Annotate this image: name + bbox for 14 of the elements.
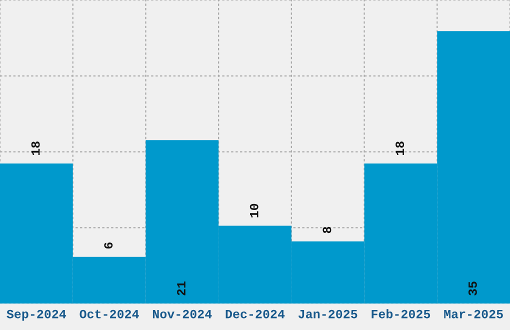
x-tick-label: Oct-2024 (80, 310, 139, 318)
data-label: 21 (177, 282, 186, 296)
x-tick-label: Nov-2024 (152, 310, 212, 318)
data-label: 6 (104, 242, 113, 249)
x-tick-label: Jan-2025 (298, 310, 358, 318)
x-tick-label: Dec-2024 (226, 310, 285, 318)
data-label: 35 (468, 282, 477, 296)
data-label: 18 (396, 142, 404, 156)
x-tick-label: Mar-2025 (444, 310, 503, 318)
x-tick-label: Feb-2025 (372, 309, 430, 318)
data-label: 10 (250, 204, 258, 218)
x-tick-label: Sep-2024 (6, 310, 66, 321)
data-label: 8 (322, 226, 332, 234)
data-label: 18 (31, 142, 40, 156)
